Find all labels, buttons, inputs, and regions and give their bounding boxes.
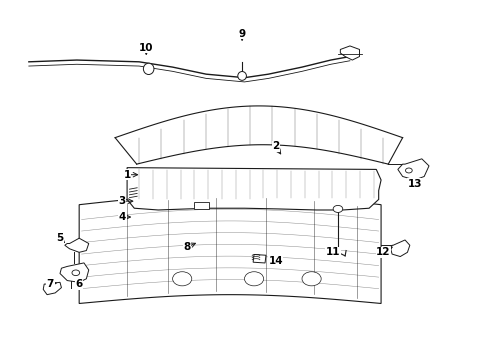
Polygon shape [127, 168, 380, 210]
Bar [253, 255, 265, 263]
Polygon shape [390, 240, 409, 257]
Text: 8: 8 [183, 242, 190, 252]
Text: 11: 11 [325, 247, 340, 257]
Text: 14: 14 [268, 256, 283, 266]
Text: 13: 13 [407, 179, 421, 189]
Circle shape [244, 272, 263, 286]
Polygon shape [397, 159, 428, 180]
Polygon shape [43, 282, 61, 294]
Text: 4: 4 [119, 212, 126, 222]
Text: 9: 9 [238, 28, 245, 39]
Bar [194, 202, 208, 209]
Text: 1: 1 [123, 170, 130, 180]
Ellipse shape [237, 72, 246, 80]
Circle shape [302, 272, 321, 286]
Polygon shape [64, 238, 89, 252]
Circle shape [332, 206, 342, 212]
Text: 7: 7 [47, 279, 54, 289]
Text: 5: 5 [56, 233, 63, 243]
Text: 12: 12 [375, 247, 390, 257]
Polygon shape [79, 194, 380, 303]
Circle shape [172, 272, 191, 286]
Text: 3: 3 [119, 196, 126, 206]
Polygon shape [60, 263, 89, 282]
Text: 2: 2 [271, 141, 279, 152]
Text: 10: 10 [139, 43, 153, 53]
Circle shape [72, 270, 80, 276]
Text: 6: 6 [75, 279, 82, 289]
Polygon shape [340, 46, 359, 60]
Ellipse shape [143, 63, 154, 75]
Circle shape [405, 168, 411, 173]
